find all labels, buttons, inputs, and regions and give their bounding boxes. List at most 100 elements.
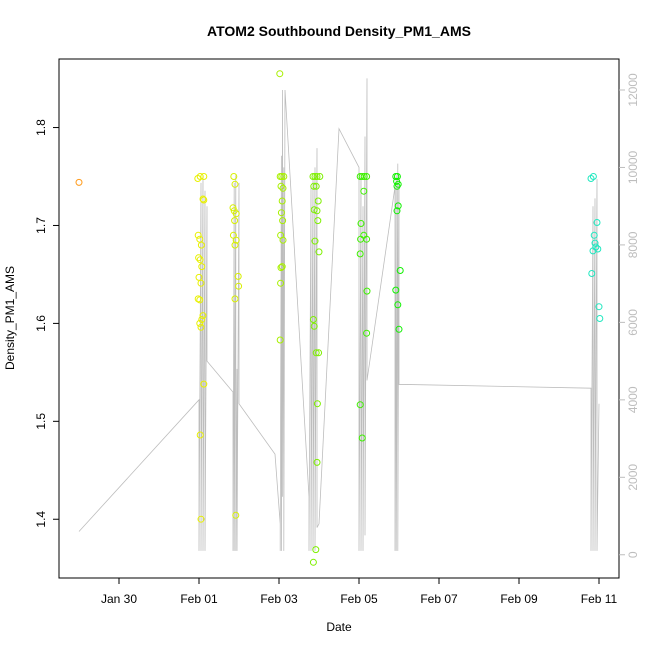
x-tick-label: Feb 03 (260, 592, 298, 606)
y-tick-label: 1.5 (34, 413, 48, 430)
data-point (197, 241, 205, 249)
data-point (363, 235, 371, 243)
data-point (356, 401, 364, 409)
line-layer (78, 78, 600, 551)
y2-tick-label: 10000 (626, 150, 640, 184)
data-point (232, 236, 240, 244)
data-point (196, 173, 204, 180)
data-point (395, 325, 403, 333)
data-point (276, 70, 284, 78)
x-tick-label: Feb 07 (420, 592, 458, 606)
data-point (232, 210, 240, 218)
data-point (278, 197, 286, 205)
data-point (363, 329, 371, 337)
data-point (194, 231, 202, 239)
data-point (197, 279, 205, 287)
data-point (310, 322, 318, 330)
y-axis-label: Density_PM1_AMS (3, 266, 17, 370)
data-point (279, 217, 287, 225)
data-point (358, 173, 366, 180)
data-point (231, 241, 239, 249)
data-point (316, 173, 324, 180)
data-point (595, 303, 603, 311)
data-point (363, 173, 371, 180)
data-point (314, 197, 322, 205)
data-point (196, 319, 204, 327)
data-point (200, 380, 208, 388)
data-point (198, 316, 206, 323)
data-point (231, 217, 239, 225)
data-point (313, 207, 321, 215)
data-point (315, 349, 323, 357)
data-point (196, 235, 204, 243)
y-tick-label: 1.7 (34, 217, 48, 234)
data-point (278, 263, 286, 271)
y-tick-label: 1.8 (34, 119, 48, 136)
y-axis-right: 0 2000 4000 6000 8000 10000 12000 (619, 73, 640, 558)
data-point (309, 173, 317, 180)
data-point (396, 267, 404, 274)
data-point (198, 263, 206, 271)
data-point (363, 287, 371, 295)
y2-tick-label: 6000 (626, 309, 640, 336)
data-point (309, 316, 317, 323)
data-point (280, 173, 288, 180)
x-tick-label: Feb 09 (500, 592, 538, 606)
data-point (231, 180, 239, 188)
data-point (394, 202, 402, 210)
x-tick-label: Feb 11 (581, 592, 618, 606)
data-point (596, 315, 604, 322)
data-point (234, 272, 242, 280)
data-point (594, 245, 602, 253)
x-tick-label: Feb 05 (340, 592, 378, 606)
data-point (360, 187, 368, 195)
data-point (392, 286, 400, 294)
data-point (589, 247, 597, 255)
y2-tick-label: 8000 (626, 231, 640, 258)
series-line (78, 78, 600, 551)
data-point (593, 219, 601, 226)
data-point (360, 173, 368, 180)
data-point (230, 173, 238, 180)
points-layer (75, 70, 604, 566)
data-point (394, 301, 402, 309)
data-point (393, 173, 401, 180)
data-point (588, 270, 596, 277)
y-tick-label: 1.6 (34, 315, 48, 332)
data-point (231, 295, 239, 303)
data-point (235, 282, 243, 290)
chart-title: ATOM2 Southbound Density_PM1_AMS (207, 23, 471, 39)
data-point (196, 296, 204, 304)
data-point (194, 295, 202, 303)
data-point (393, 182, 401, 190)
data-point (311, 173, 319, 180)
data-point (199, 312, 207, 320)
data-point (197, 323, 205, 331)
data-point (279, 236, 287, 244)
data-point (356, 250, 364, 258)
data-point (277, 182, 285, 190)
data-point (313, 173, 321, 180)
plot-area (58, 58, 620, 579)
data-point (278, 173, 286, 180)
data-point (310, 182, 318, 190)
y2-tick-label: 2000 (626, 464, 640, 491)
data-point (589, 173, 597, 180)
data-point (309, 558, 317, 566)
data-point (232, 511, 240, 519)
data-point (196, 256, 204, 264)
y2-tick-label: 0 (626, 551, 640, 558)
x-axis-label: Date (326, 620, 352, 634)
data-point (358, 434, 366, 442)
data-point (393, 207, 401, 215)
data-point (590, 231, 598, 239)
data-point (315, 248, 323, 256)
data-point (277, 279, 285, 287)
data-point (311, 237, 319, 245)
data-point (312, 546, 320, 554)
data-point (312, 349, 320, 357)
data-point (313, 400, 321, 408)
x-tick-label: Jan 30 (101, 592, 137, 606)
data-point (196, 431, 204, 439)
